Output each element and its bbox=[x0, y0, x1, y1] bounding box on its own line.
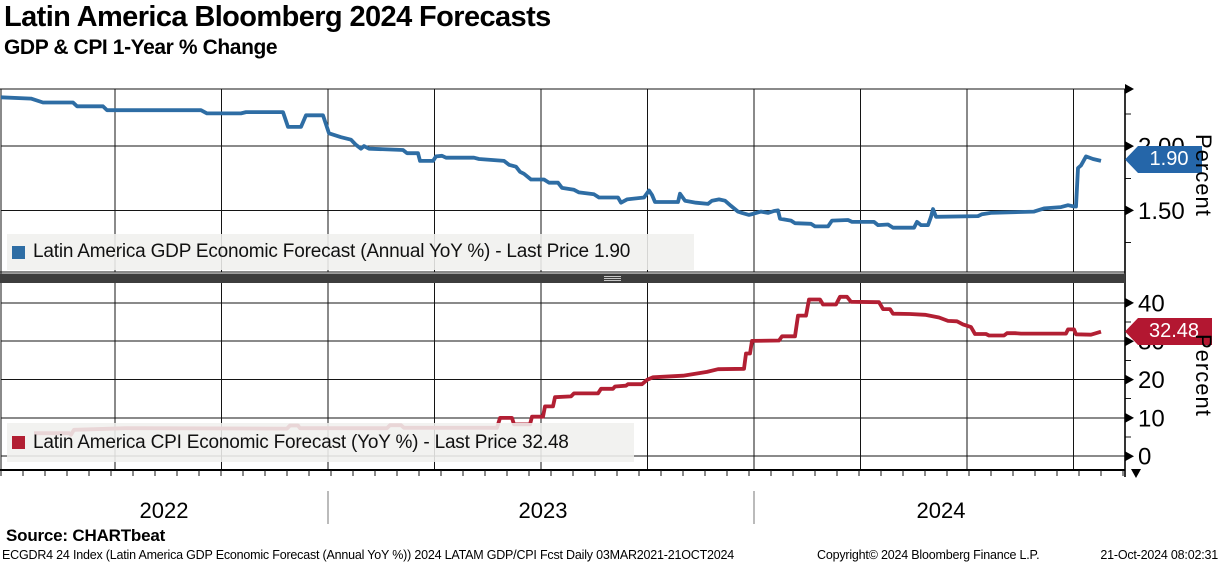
footer-ticker-info: ECGDR4 24 Index (Latin America GDP Econo… bbox=[2, 548, 735, 562]
page-title: Latin America Bloomberg 2024 Forecasts bbox=[4, 1, 551, 33]
y-tick-label: 0 bbox=[1138, 444, 1151, 471]
panel-separator[interactable] bbox=[0, 273, 1125, 284]
axis-tick-arrow bbox=[1125, 141, 1134, 152]
page-subtitle: GDP & CPI 1-Year % Change bbox=[4, 36, 278, 59]
y-tick-label: 10 bbox=[1138, 405, 1165, 432]
legend-gdp: Latin America GDP Economic Forecast (Ann… bbox=[7, 234, 694, 270]
axis-tick-arrow bbox=[1125, 451, 1134, 462]
gdp-last-price-badge: 1.90 bbox=[1125, 146, 1202, 173]
gdp-legend-swatch bbox=[12, 245, 25, 259]
x-year-label: 2023 bbox=[519, 498, 568, 523]
axis-tick-arrow bbox=[1125, 412, 1134, 423]
axis-bottom-arrow bbox=[1131, 469, 1141, 478]
y-tick-label: 1.50 bbox=[1138, 198, 1185, 225]
x-year-label: 2022 bbox=[140, 498, 189, 523]
cpi-axis-title: Percent bbox=[1191, 334, 1216, 417]
gdp-axis-title: Percent bbox=[1191, 134, 1216, 217]
y-tick-label: 20 bbox=[1138, 367, 1165, 394]
axis-tick-arrow bbox=[1125, 297, 1134, 308]
gdp-series-line bbox=[0, 95, 1102, 230]
axis-tick-arrow bbox=[1125, 205, 1134, 216]
cpi-series-line bbox=[34, 294, 1102, 437]
axis-tick-arrow bbox=[1125, 374, 1134, 385]
axis-top-arrow bbox=[1125, 84, 1134, 94]
footer-timestamp: 21-Oct-2024 08:02:31 bbox=[1100, 548, 1218, 562]
gdp-legend-label: Latin America GDP Economic Forecast (Ann… bbox=[33, 241, 631, 262]
footer-copyright: Copyright© 2024 Bloomberg Finance L.P. bbox=[817, 548, 1040, 562]
y-tick-label: 40 bbox=[1138, 290, 1165, 317]
source-line: Source: CHARTbeat bbox=[6, 526, 166, 545]
cpi-legend-label: Latin America CPI Economic Forecast (YoY… bbox=[33, 431, 569, 453]
legend-cpi: Latin America CPI Economic Forecast (YoY… bbox=[7, 423, 634, 462]
cpi-last-price-badge: 32.48 bbox=[1125, 318, 1212, 345]
cpi-legend-swatch bbox=[12, 436, 25, 449]
x-year-label: 2024 bbox=[917, 498, 966, 523]
axis-tick-arrow bbox=[1125, 336, 1134, 347]
